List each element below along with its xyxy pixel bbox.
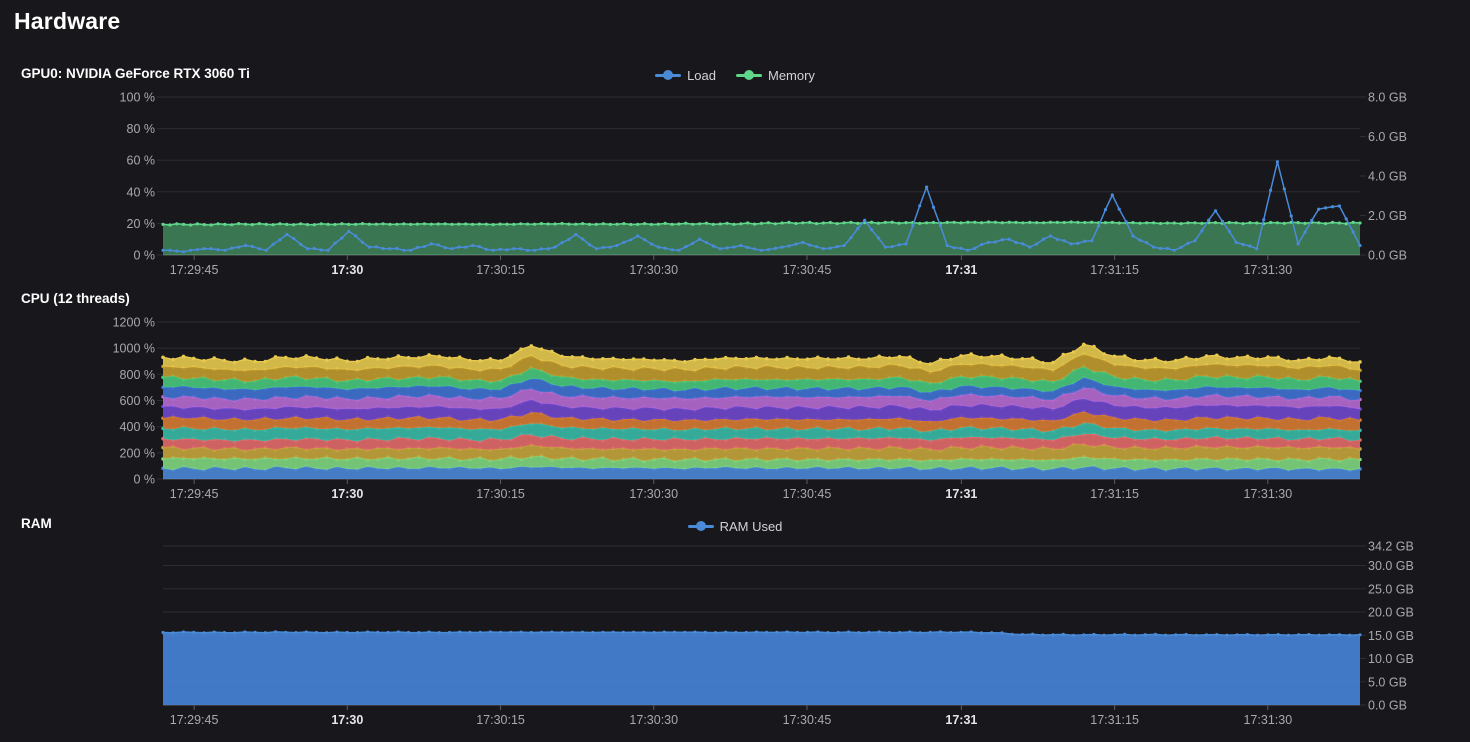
svg-text:17:30:30: 17:30:30 <box>629 713 678 727</box>
legend-marker-icon <box>735 69 762 81</box>
svg-text:8.0 GB: 8.0 GB <box>1368 91 1407 105</box>
y-axis-right: 34.2 GB 30.0 GB 25.0 GB 20.0 GB 15.0 GB 10.0 … <box>1360 540 1414 713</box>
gpu-legend: Load Memory <box>0 66 1470 84</box>
svg-text:17:31:15: 17:31:15 <box>1090 487 1139 501</box>
svg-text:17:29:45: 17:29:45 <box>170 263 219 277</box>
series-group <box>161 630 1362 705</box>
svg-text:17:31:30: 17:31:30 <box>1243 713 1292 727</box>
ram-used-series <box>161 630 1362 637</box>
svg-text:4.0 GB: 4.0 GB <box>1368 170 1407 184</box>
svg-text:60 %: 60 % <box>127 154 156 168</box>
cpu-chart-title: CPU (12 threads) <box>21 291 130 306</box>
svg-text:34.2 GB: 34.2 GB <box>1368 540 1414 554</box>
ram-chart-title: RAM <box>21 516 52 531</box>
svg-text:17:31:15: 17:31:15 <box>1090 263 1139 277</box>
svg-text:17:31: 17:31 <box>945 713 977 727</box>
cpu-usage-chart[interactable]: 1200 % 1000 % 800 % 600 % 400 % 200 % 0 % 17:29… <box>0 310 1470 510</box>
x-axis: 17:29:45 17:30 17:30:15 17:30:30 17:30:45 17:… <box>170 705 1292 727</box>
svg-text:1000 %: 1000 % <box>113 342 155 356</box>
svg-text:17:31:30: 17:31:30 <box>1243 487 1292 501</box>
x-axis: 17:29:45 17:30 17:30:15 17:30:30 17:30:45 17:… <box>170 255 1292 277</box>
y-axis-left: 1200 % 1000 % 800 % 600 % 400 % 200 % 0 % <box>113 316 163 487</box>
svg-text:2.0 GB: 2.0 GB <box>1368 209 1407 223</box>
svg-text:40 %: 40 % <box>127 185 156 199</box>
svg-text:20.0 GB: 20.0 GB <box>1368 606 1414 620</box>
svg-text:17:30:45: 17:30:45 <box>783 713 832 727</box>
legend-item-ram-used[interactable]: RAM Used <box>687 518 783 534</box>
svg-text:0.0 GB: 0.0 GB <box>1368 249 1407 263</box>
svg-text:17:29:45: 17:29:45 <box>170 713 219 727</box>
svg-text:17:31:30: 17:31:30 <box>1243 263 1292 277</box>
load-series <box>161 160 1362 254</box>
svg-text:80 %: 80 % <box>127 122 156 136</box>
ram-used-area <box>163 631 1360 705</box>
ram-legend: RAM Used <box>0 517 1470 535</box>
legend-label: Load <box>687 67 716 83</box>
y-axis-left: 100 % 80 % 60 % 40 % 20 % 0 % <box>120 91 163 263</box>
series-group <box>161 342 1362 479</box>
legend-item-memory[interactable]: Memory <box>735 67 815 83</box>
legend-marker-icon <box>655 69 682 81</box>
svg-text:17:31:15: 17:31:15 <box>1090 713 1139 727</box>
gpu-usage-chart[interactable]: 100 % 80 % 60 % 40 % 20 % 0 % 8.0 GB 6.0 GB 4.0 … <box>0 86 1470 286</box>
gpu-chart-title: GPU0: NVIDIA GeForce RTX 3060 Ti <box>21 66 250 81</box>
svg-text:17:31: 17:31 <box>945 263 977 277</box>
legend-item-load[interactable]: Load <box>655 68 716 83</box>
ram-usage-chart[interactable]: 34.2 GB 30.0 GB 25.0 GB 20.0 GB 15.0 GB 10.0 … <box>0 536 1470 736</box>
cpu-thread-12-band <box>161 342 1362 373</box>
svg-text:400 %: 400 % <box>120 420 155 434</box>
svg-text:25.0 GB: 25.0 GB <box>1368 582 1414 596</box>
svg-text:17:30: 17:30 <box>331 713 363 727</box>
legend-label: RAM Used <box>719 518 783 534</box>
svg-text:0 %: 0 % <box>133 249 155 263</box>
svg-text:10.0 GB: 10.0 GB <box>1368 652 1414 666</box>
svg-text:17:31: 17:31 <box>945 487 977 501</box>
page-title: Hardware <box>14 8 121 34</box>
svg-text:17:30:45: 17:30:45 <box>783 263 832 277</box>
svg-text:5.0 GB: 5.0 GB <box>1368 675 1407 689</box>
legend-label: Memory <box>767 67 815 83</box>
memory-series <box>161 220 1362 227</box>
legend-marker-icon <box>687 520 714 532</box>
svg-text:200 %: 200 % <box>120 446 155 460</box>
svg-text:17:30:15: 17:30:15 <box>476 487 525 501</box>
svg-text:17:29:45: 17:29:45 <box>170 487 219 501</box>
svg-text:30.0 GB: 30.0 GB <box>1368 559 1414 573</box>
series-group <box>161 160 1362 255</box>
svg-text:100 %: 100 % <box>120 91 155 105</box>
x-axis: 17:29:45 17:30 17:30:15 17:30:30 17:30:45 17:… <box>170 479 1292 501</box>
svg-text:17:30:45: 17:30:45 <box>783 487 832 501</box>
svg-text:0 %: 0 % <box>133 473 155 487</box>
svg-text:0.0 GB: 0.0 GB <box>1368 699 1407 713</box>
svg-text:6.0 GB: 6.0 GB <box>1368 130 1407 144</box>
svg-text:17:30:30: 17:30:30 <box>629 263 678 277</box>
svg-text:17:30:30: 17:30:30 <box>629 487 678 501</box>
svg-text:17:30: 17:30 <box>331 263 363 277</box>
svg-text:17:30: 17:30 <box>331 487 363 501</box>
svg-text:20 %: 20 % <box>127 217 156 231</box>
svg-text:600 %: 600 % <box>120 394 155 408</box>
svg-text:800 %: 800 % <box>120 368 155 382</box>
svg-text:17:30:15: 17:30:15 <box>476 263 525 277</box>
svg-text:17:30:15: 17:30:15 <box>476 713 525 727</box>
y-axis-right: 8.0 GB 6.0 GB 4.0 GB 2.0 GB 0.0 GB <box>1360 91 1407 263</box>
svg-text:1200 %: 1200 % <box>113 316 155 330</box>
svg-text:15.0 GB: 15.0 GB <box>1368 629 1414 643</box>
